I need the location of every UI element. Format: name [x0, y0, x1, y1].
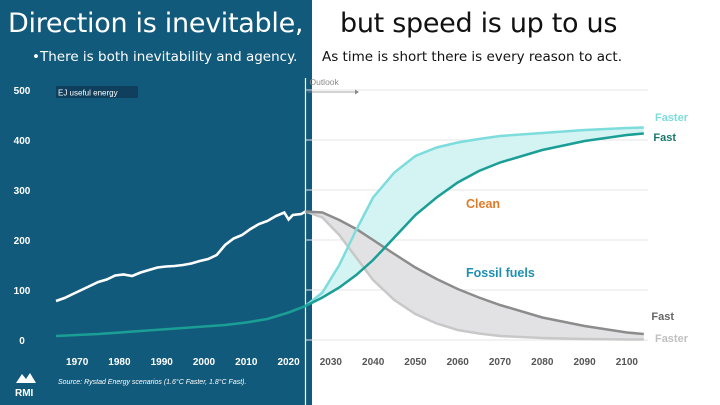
- clean-faster-label: Faster: [655, 112, 689, 124]
- fossil-range-band: [305, 211, 644, 340]
- x-tick-label: 2090: [573, 357, 596, 368]
- clean-fast-label: Fast: [653, 132, 676, 144]
- fossil-faster-label: Faster: [655, 333, 689, 345]
- clean-faster-line: [304, 126, 644, 307]
- mountain-icon: [16, 373, 36, 383]
- subtitle-left: •There is both inevitability and agency.: [32, 49, 298, 65]
- x-tick-label: 2020: [277, 357, 300, 368]
- clean-label: Clean: [466, 197, 500, 211]
- fossil-faster-line: [305, 210, 644, 341]
- subtitle-right: As time is short there is every reason t…: [322, 49, 623, 65]
- logo-text: RMI: [15, 388, 34, 398]
- y-axis-title: EJ useful energy: [58, 89, 118, 98]
- fossil-fast-label: Fast: [651, 311, 674, 323]
- grid-layer: [56, 78, 648, 405]
- outlook-label: Outlook: [309, 77, 339, 87]
- rmi-logo: RMI: [15, 373, 36, 398]
- y-tick-label: 200: [14, 236, 31, 247]
- y-tick-label: 500: [14, 86, 31, 97]
- label-layer: Outlook EJ useful energy Clean Fossil fuels…: [58, 77, 689, 345]
- clean-fast-line: [304, 132, 644, 308]
- y-tick-label: 0: [19, 336, 25, 347]
- y-tick-label: 100: [14, 286, 31, 297]
- outlook-arrow-head: [355, 89, 359, 95]
- slide-title-part2: but speed is up to us: [340, 8, 618, 39]
- historical-panel: [0, 0, 312, 405]
- historical-clean-line: [55, 304, 306, 338]
- x-tick-label: 2040: [362, 357, 385, 368]
- x-tick-label: 2100: [616, 357, 639, 368]
- y-tick-label: 300: [14, 186, 31, 197]
- tick-layer: 0 100 200 300 400 500 1970 1980 1990 2000 2010 2020…: [14, 86, 639, 368]
- x-tick-label: 2030: [320, 357, 343, 368]
- ylabel-box: [56, 86, 138, 98]
- source-note: Source: Rystad Energy scenarios (1.6°C F…: [58, 379, 247, 386]
- slide-title-part1: Direction is inevitable,: [8, 8, 304, 39]
- fossil-fuels-label: Fossil fuels: [466, 266, 535, 280]
- x-tick-label: 1970: [66, 357, 89, 368]
- x-tick-label: 1980: [108, 357, 131, 368]
- line-layer: [55, 126, 644, 341]
- historical-fossil-line: [55, 210, 307, 303]
- x-tick-label: 2050: [404, 357, 427, 368]
- x-tick-label: 1990: [151, 357, 174, 368]
- y-tick-label: 400: [14, 136, 31, 147]
- fossil-fast-line: [305, 210, 644, 336]
- band-layer: [305, 127, 644, 340]
- x-tick-label: 2010: [235, 357, 258, 368]
- x-tick-label: 2070: [489, 357, 512, 368]
- x-tick-label: 2060: [447, 357, 470, 368]
- clean-range-band: [305, 127, 644, 306]
- x-tick-label: 2080: [531, 357, 554, 368]
- x-tick-label: 2000: [193, 357, 216, 368]
